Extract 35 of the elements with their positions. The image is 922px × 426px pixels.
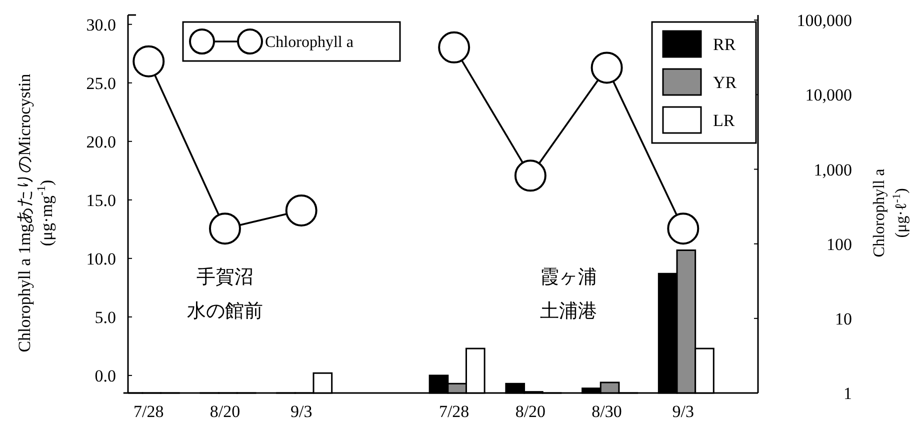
x-tick-label: 9/3 — [672, 402, 694, 421]
y-tick-label: 10.0 — [86, 249, 116, 268]
x-tick-label: 9/3 — [290, 402, 312, 421]
point — [132, 45, 165, 78]
y2-tick-label: 100 — [826, 234, 852, 254]
y2-tick-label: 1 — [844, 384, 852, 403]
y-tick-label: 20.0 — [86, 132, 116, 152]
annotation: 水の館前 — [186, 300, 263, 322]
annotation: 土浦港 — [540, 300, 598, 322]
x-tick-label: 7/28 — [134, 402, 164, 421]
y-tick-label: 5.0 — [94, 308, 116, 327]
point — [285, 194, 318, 226]
annotation: 霞ヶ浦 — [540, 266, 598, 288]
y2-tick-label: 1,000 — [814, 160, 852, 180]
legend-label: YR — [713, 73, 738, 92]
point — [590, 52, 623, 84]
legend-label: RR — [713, 35, 736, 54]
y-tick-label: 30.0 — [86, 15, 116, 34]
point — [438, 31, 470, 64]
x-tick-label: 8/20 — [515, 402, 546, 421]
annotation: 手賀沼 — [196, 266, 254, 288]
legend-label: LR — [713, 111, 736, 130]
y-tick-label: 0.0 — [94, 366, 116, 386]
point — [514, 160, 546, 192]
point — [667, 212, 700, 245]
y-tick-label: 25.0 — [86, 74, 116, 93]
x-tick-label: 8/20 — [210, 402, 240, 421]
x-tick-label: 7/28 — [438, 402, 470, 421]
legend-label: Chlorophyll a — [265, 34, 354, 51]
y2-tick-label: 10,000 — [805, 86, 852, 105]
y-tick-label: 15.0 — [86, 190, 116, 210]
y2-tick-label: 100,000 — [796, 11, 852, 30]
y2-tick-label: 10 — [835, 309, 852, 328]
x-tick-label: 8/30 — [592, 402, 622, 421]
point — [208, 212, 241, 245]
